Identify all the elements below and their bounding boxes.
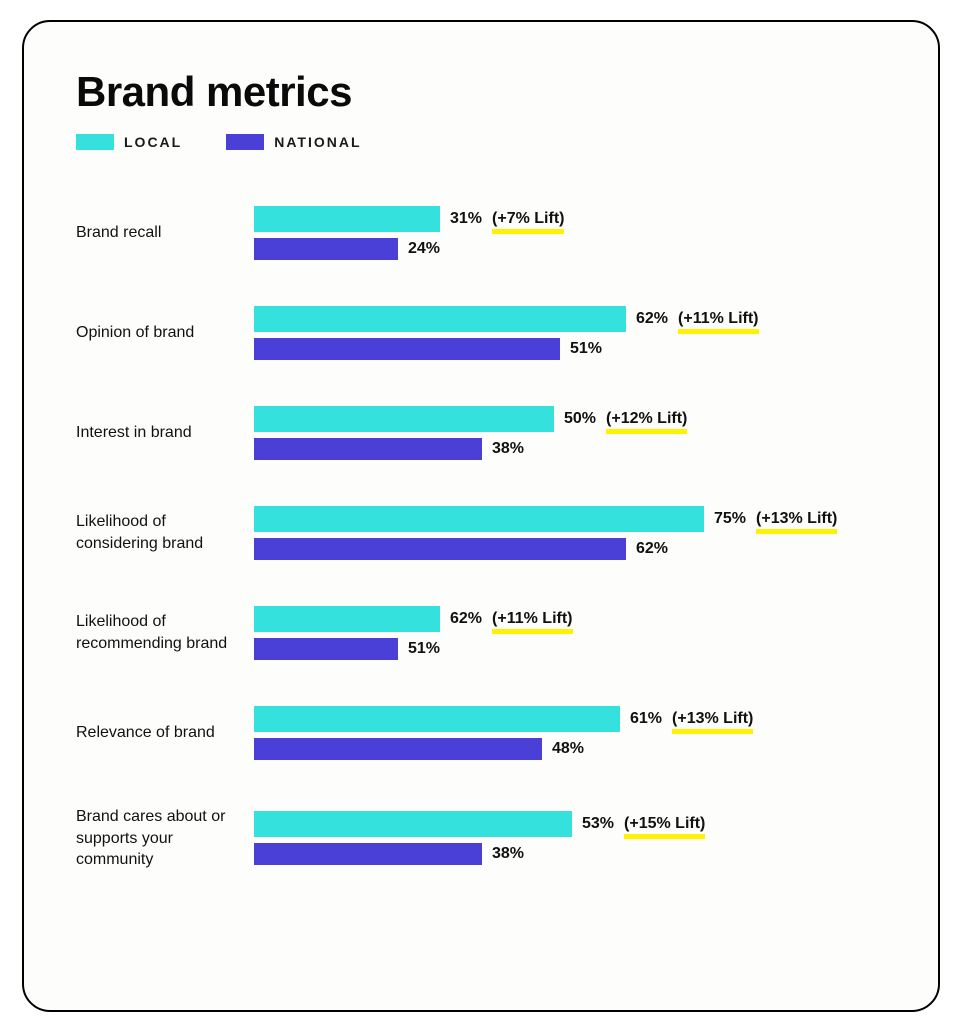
metric-row: Likelihood of considering brand 75% (+13% …: [76, 506, 886, 560]
value-local: 75%: [714, 510, 746, 528]
bar-line-national: 24%: [254, 238, 886, 260]
metric-label: Interest in brand: [76, 422, 254, 444]
bar-line-local: 53% (+15% Lift): [254, 811, 886, 837]
bar-line-local: 31% (+7% Lift): [254, 206, 886, 232]
legend-item-local: LOCAL: [76, 134, 182, 150]
value-local: 53%: [582, 815, 614, 833]
legend: LOCAL NATIONAL: [76, 134, 886, 150]
bar-local: [254, 506, 704, 532]
metric-bars: 75% (+13% Lift) 62%: [254, 506, 886, 560]
metrics-list: Brand recall 31% (+7% Lift) 24% Opinion of b…: [76, 206, 886, 871]
bar-local: [254, 406, 554, 432]
legend-item-national: NATIONAL: [226, 134, 361, 150]
value-national: 62%: [636, 540, 668, 558]
lift-label: (+7% Lift): [492, 210, 564, 228]
metric-label: Likelihood of recommending brand: [76, 611, 254, 654]
bar-line-local: 62% (+11% Lift): [254, 606, 886, 632]
legend-label-national: NATIONAL: [274, 134, 361, 150]
bar-line-national: 38%: [254, 843, 886, 865]
value-national: 38%: [492, 440, 524, 458]
metric-bars: 62% (+11% Lift) 51%: [254, 306, 886, 360]
metric-label: Relevance of brand: [76, 722, 254, 744]
value-local: 62%: [450, 610, 482, 628]
bar-national: [254, 338, 560, 360]
lift-label: (+11% Lift): [492, 610, 572, 628]
bar-line-national: 62%: [254, 538, 886, 560]
bar-line-national: 38%: [254, 438, 886, 460]
lift-label: (+13% Lift): [756, 510, 837, 528]
bar-line-local: 61% (+13% Lift): [254, 706, 886, 732]
lift-label: (+15% Lift): [624, 815, 705, 833]
lift-label: (+12% Lift): [606, 410, 687, 428]
brand-metrics-card: Brand metrics LOCAL NATIONAL Brand recal…: [22, 20, 940, 1012]
metric-label: Opinion of brand: [76, 322, 254, 344]
bar-local: [254, 811, 572, 837]
bar-line-national: 51%: [254, 338, 886, 360]
bar-national: [254, 538, 626, 560]
bar-national: [254, 843, 482, 865]
metric-label: Brand recall: [76, 222, 254, 244]
value-national: 38%: [492, 845, 524, 863]
bar-line-national: 48%: [254, 738, 886, 760]
bar-national: [254, 638, 398, 660]
metric-bars: 61% (+13% Lift) 48%: [254, 706, 886, 760]
metric-row: Likelihood of recommending brand 62% (+11%…: [76, 606, 886, 660]
metric-bars: 50% (+12% Lift) 38%: [254, 406, 886, 460]
value-national: 48%: [552, 740, 584, 758]
bar-line-local: 62% (+11% Lift): [254, 306, 886, 332]
bar-local: [254, 606, 440, 632]
metric-row: Brand cares about or supports your commu…: [76, 806, 886, 871]
metric-bars: 53% (+15% Lift) 38%: [254, 811, 886, 865]
bar-line-local: 50% (+12% Lift): [254, 406, 886, 432]
metric-label: Brand cares about or supports your commu…: [76, 806, 254, 871]
bar-national: [254, 738, 542, 760]
metric-row: Brand recall 31% (+7% Lift) 24%: [76, 206, 886, 260]
value-local: 61%: [630, 710, 662, 728]
bar-local: [254, 706, 620, 732]
metric-row: Interest in brand 50% (+12% Lift) 38%: [76, 406, 886, 460]
lift-label: (+11% Lift): [678, 310, 758, 328]
value-local: 62%: [636, 310, 668, 328]
metric-row: Relevance of brand 61% (+13% Lift) 48%: [76, 706, 886, 760]
bar-local: [254, 306, 626, 332]
metric-label: Likelihood of considering brand: [76, 511, 254, 554]
value-local: 31%: [450, 210, 482, 228]
metric-row: Opinion of brand 62% (+11% Lift) 51%: [76, 306, 886, 360]
legend-swatch-local: [76, 134, 114, 150]
chart-title: Brand metrics: [76, 68, 886, 116]
lift-label: (+13% Lift): [672, 710, 753, 728]
value-national: 51%: [408, 640, 440, 658]
legend-label-local: LOCAL: [124, 134, 182, 150]
bar-national: [254, 438, 482, 460]
metric-bars: 31% (+7% Lift) 24%: [254, 206, 886, 260]
value-national: 24%: [408, 240, 440, 258]
legend-swatch-national: [226, 134, 264, 150]
bar-line-national: 51%: [254, 638, 886, 660]
bar-national: [254, 238, 398, 260]
bar-local: [254, 206, 440, 232]
value-national: 51%: [570, 340, 602, 358]
value-local: 50%: [564, 410, 596, 428]
metric-bars: 62% (+11% Lift) 51%: [254, 606, 886, 660]
bar-line-local: 75% (+13% Lift): [254, 506, 886, 532]
